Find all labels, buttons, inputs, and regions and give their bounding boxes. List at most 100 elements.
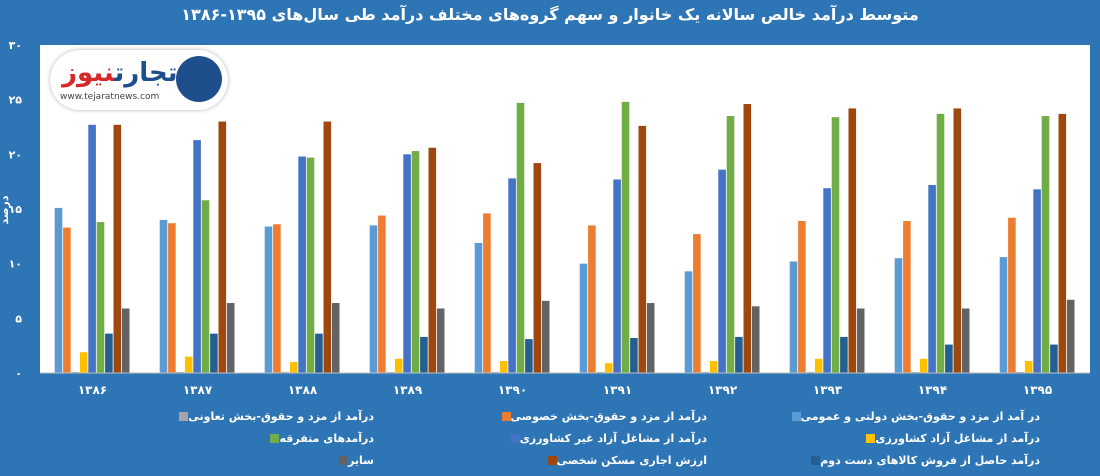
bar: [743, 104, 752, 373]
bar: [814, 358, 823, 373]
bar: [579, 263, 588, 373]
bar: [1033, 189, 1041, 373]
bar: [911, 371, 920, 373]
legend-swatch: [791, 411, 801, 421]
bar: [823, 188, 831, 373]
legend-label: ارزش اجاری مسکن شخصی: [556, 453, 707, 467]
x-tick-label: ۱۳۸۶: [78, 383, 107, 397]
bar: [411, 151, 420, 373]
bar: [159, 219, 168, 373]
bar: [701, 371, 710, 373]
chart-legend: در آمد از مزد و حقوق-بخش دولتی و عمومی در…: [40, 405, 1040, 471]
bar: [79, 352, 88, 373]
bar: [226, 303, 235, 373]
bar: [508, 178, 516, 373]
y-tick-label: ۱۵: [9, 203, 23, 216]
bar: [193, 140, 201, 373]
bar: [210, 333, 218, 373]
bar: [378, 215, 386, 373]
bar: [323, 121, 332, 374]
bar: [596, 371, 605, 373]
legend-swatch: [510, 433, 520, 443]
legend-label: در آمد از مزد و حقوق-بخش دولتی و عمومی: [800, 409, 1040, 423]
legend-label: سایر: [348, 453, 374, 467]
bar: [54, 207, 63, 373]
y-tick-label: ۳۰: [9, 39, 22, 52]
bar: [516, 102, 525, 374]
bar: [1016, 371, 1025, 373]
legend-label: درآمد از مشاغل آزاد غیر کشاورزی: [519, 431, 707, 445]
bar: [621, 101, 630, 373]
bar: [588, 225, 596, 373]
x-tick-label: ۱۳۹۵: [1023, 383, 1052, 397]
bar: [684, 271, 693, 373]
y-tick-label: ۲۰: [9, 148, 22, 161]
bar: [953, 108, 962, 373]
legend-label: درآمدهای متفرقه: [279, 431, 374, 445]
x-tick-label: ۱۳۹۱: [603, 383, 632, 397]
y-axis-label: درصد: [0, 195, 11, 224]
legend-label: درآمد حاصل از فروش کالاهای دست دوم: [820, 453, 1040, 467]
bar: [1050, 344, 1058, 373]
bar: [726, 116, 735, 374]
bar: [369, 225, 378, 373]
bar: [718, 169, 726, 373]
bar: [1058, 113, 1067, 373]
bar: [751, 306, 760, 373]
legend-row: درآمد از مشاغل آزاد کشاورزی درآمد از مشاغ…: [40, 427, 1040, 449]
legend-row: درآمد حاصل از فروش کالاهای دست دوم ارزش ا…: [40, 449, 1040, 471]
bar: [184, 356, 193, 373]
bar: [1008, 217, 1016, 373]
x-tick-label: ۱۳۸۹: [393, 383, 423, 397]
legend-swatch: [501, 411, 511, 421]
bar: [533, 163, 542, 373]
legend-swatch: [547, 455, 557, 465]
bar: [298, 156, 306, 373]
bar: [604, 363, 613, 373]
bar: [848, 108, 857, 373]
bar: [856, 308, 865, 373]
bar: [201, 200, 210, 373]
bar: [176, 371, 185, 373]
tejaratnews-logo: تجارتنیوز www.tejaratnews.com: [50, 50, 228, 110]
bar: [386, 371, 395, 373]
bar: [331, 303, 340, 373]
legend-item: درآمد از مشاغل آزاد کشاورزی: [707, 432, 1040, 445]
bar: [646, 303, 655, 373]
bar: [1024, 360, 1033, 373]
y-tick-label: ۱۰: [9, 258, 22, 271]
bar: [806, 371, 815, 373]
bar: [71, 371, 80, 373]
bar: [483, 213, 491, 373]
legend-swatch: [179, 411, 189, 421]
bar: [436, 308, 445, 373]
legend-item: درآمدهای متفرقه: [41, 432, 374, 445]
y-tick-label: ۲۵: [9, 94, 23, 107]
logo-text: تجارتنیوز: [62, 58, 178, 88]
legend-label: درآمد از مزد و حقوق-بخش خصوصی: [510, 409, 707, 423]
bar: [693, 234, 701, 373]
legend-swatch: [270, 433, 280, 443]
bar: [264, 226, 273, 373]
bar: [499, 360, 508, 373]
legend-label: درآمد از مزد و حقوق-بخش تعاونی: [188, 409, 374, 423]
bar: [525, 339, 533, 373]
legend-swatch: [811, 455, 821, 465]
bar: [428, 147, 437, 373]
bar: [945, 344, 953, 373]
bar: [491, 371, 500, 373]
bar: [306, 157, 315, 373]
bar: [1041, 116, 1050, 374]
bar: [840, 336, 848, 373]
bar: [394, 358, 403, 373]
bar: [831, 117, 840, 373]
bar: [798, 221, 806, 373]
x-tick-label: ۱۳۸۷: [183, 383, 213, 397]
bar: [630, 338, 638, 373]
bar: [1066, 299, 1075, 373]
bar: [789, 261, 798, 373]
x-tick-label: ۱۳۹۴: [918, 383, 947, 397]
logo-emblem-icon: [176, 56, 222, 102]
x-tick-label: ۱۳۹۰: [498, 383, 527, 397]
bar: [613, 179, 621, 373]
